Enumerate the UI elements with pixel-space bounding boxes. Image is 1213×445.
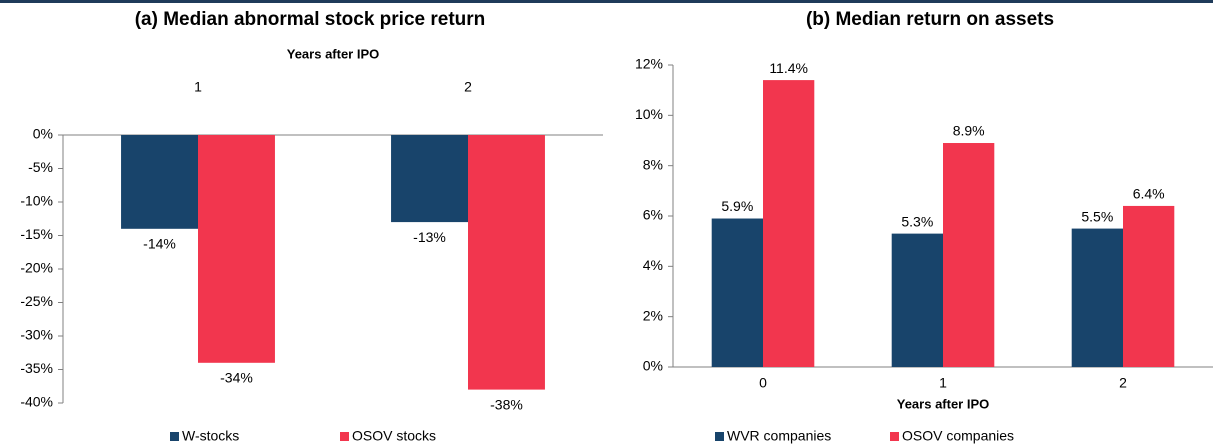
value-label: 5.5% (1081, 208, 1113, 224)
bar (1123, 205, 1175, 367)
value-label: -38% (490, 396, 523, 412)
y-tick-label: -30% (20, 327, 53, 343)
legend-swatch (340, 432, 349, 441)
value-label: -34% (220, 370, 253, 386)
y-tick-label: -5% (28, 159, 53, 175)
bar (121, 135, 198, 229)
legend-swatch (890, 432, 899, 441)
chart-title: (a) Median abnormal stock price return (135, 9, 486, 30)
y-tick-label: -15% (20, 226, 53, 242)
value-label: 11.4% (769, 60, 808, 76)
y-tick-label: 6% (643, 207, 663, 223)
x-axis-title: Years after IPO (897, 396, 990, 411)
legend-label: W-stocks (182, 428, 239, 444)
bar (763, 80, 815, 367)
value-label: 8.9% (953, 123, 985, 139)
x-tick-label: 1 (194, 79, 202, 95)
y-tick-label: 0% (643, 358, 663, 374)
value-label: -13% (413, 229, 446, 245)
legend-label: OSOV companies (902, 428, 1014, 444)
bar (711, 218, 763, 367)
y-tick-label: -25% (20, 293, 53, 309)
value-label: -14% (143, 236, 176, 252)
y-tick-label: -40% (20, 394, 53, 410)
value-label: 5.3% (901, 213, 933, 229)
y-tick-label: 2% (643, 307, 663, 323)
chart-title: (b) Median return on assets (806, 9, 1054, 30)
value-label: 6.4% (1133, 186, 1165, 202)
y-tick-label: 0% (33, 126, 53, 142)
bar (198, 135, 275, 363)
x-tick-label: 0 (759, 375, 767, 391)
legend-swatch (715, 432, 724, 441)
y-tick-label: -35% (20, 360, 53, 376)
bar (468, 135, 545, 390)
x-tick-label: 2 (1119, 375, 1127, 391)
y-tick-label: -20% (20, 260, 53, 276)
x-tick-label: 2 (464, 79, 472, 95)
legend-swatch (170, 432, 179, 441)
bar (1071, 228, 1123, 367)
value-label: 5.9% (721, 198, 753, 214)
y-tick-label: 10% (635, 106, 663, 122)
x-tick-label: 1 (939, 375, 947, 391)
x-axis-title: Years after IPO (287, 46, 380, 61)
y-tick-label: 12% (635, 56, 663, 72)
legend-label: OSOV stocks (352, 428, 436, 444)
bar (891, 233, 943, 367)
y-tick-label: 4% (643, 257, 663, 273)
legend-label: WVR companies (727, 428, 831, 444)
y-tick-label: 8% (643, 156, 663, 172)
bar (391, 135, 468, 223)
y-tick-label: -10% (20, 193, 53, 209)
bar (943, 143, 995, 367)
